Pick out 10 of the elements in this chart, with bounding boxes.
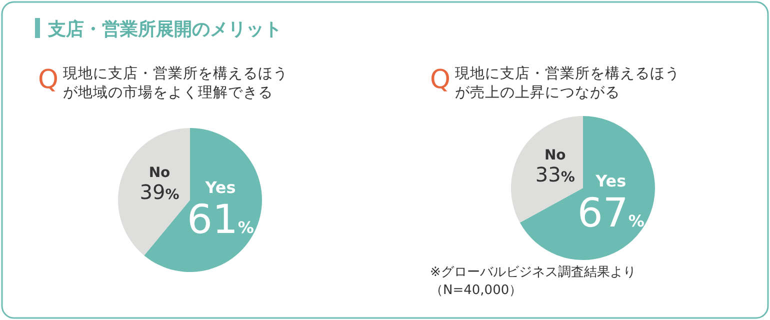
slice-label: Yes bbox=[204, 178, 236, 197]
text: ※グローバルビジネス調査結果より（N=40,000） bbox=[430, 265, 636, 298]
slice-label: No bbox=[544, 148, 566, 164]
slice-label: Yes bbox=[594, 171, 626, 190]
slice-label: No bbox=[148, 165, 171, 182]
chart-title: 支店・営業所展開のメリット bbox=[47, 19, 282, 40]
data-label: 39% bbox=[140, 180, 180, 204]
data-label: 67% bbox=[577, 190, 644, 236]
data-label: 61% bbox=[187, 196, 254, 243]
data-label: 33% bbox=[535, 162, 575, 187]
